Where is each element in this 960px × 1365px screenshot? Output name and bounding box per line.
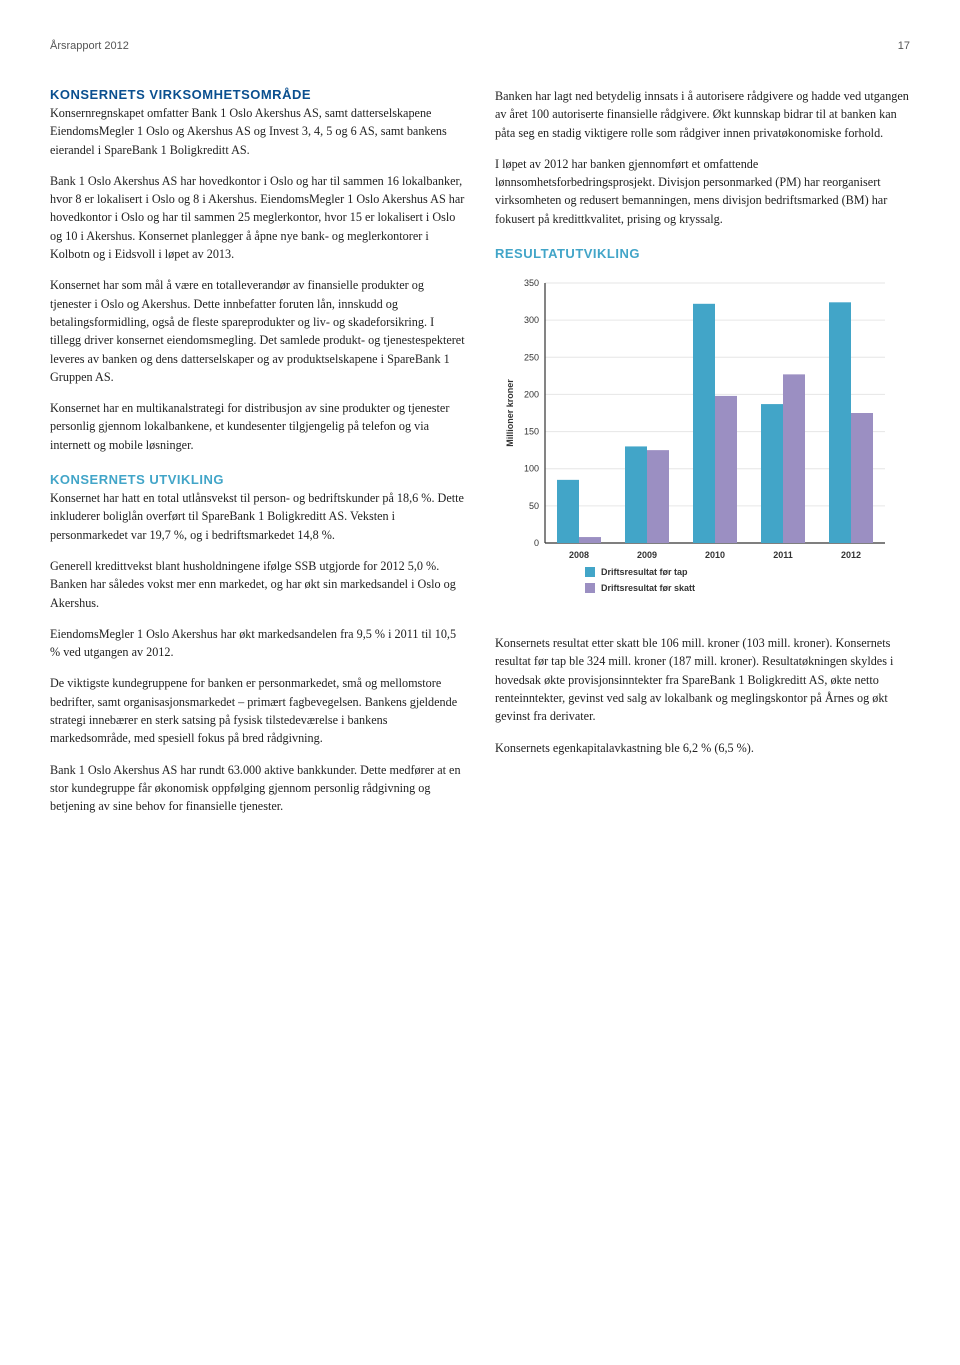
left-column: KONSERNETS VIRKSOMHETSOMRÅDE Konsernregn…: [50, 87, 465, 829]
svg-text:2012: 2012: [841, 550, 861, 560]
paragraph: Generell kredittvekst blant husholdninge…: [50, 557, 465, 612]
header-left: Årsrapport 2012: [50, 40, 129, 52]
paragraph: Banken har lagt ned betydelig innsats i …: [495, 87, 910, 142]
svg-text:Millioner kroner: Millioner kroner: [505, 379, 515, 447]
section-title-resultatutvikling: RESULTATUTVIKLING: [495, 246, 910, 261]
paragraph: Bank 1 Oslo Akershus AS har hovedkontor …: [50, 172, 465, 263]
bar-chart-svg: 0 50 100 150 200 250 300 350 Millioner kroner 200…: [495, 273, 895, 618]
svg-text:350: 350: [524, 278, 539, 288]
svg-text:200: 200: [524, 390, 539, 400]
svg-text:2008: 2008: [569, 550, 589, 560]
content-columns: KONSERNETS VIRKSOMHETSOMRÅDE Konsernregn…: [50, 87, 910, 829]
svg-text:300: 300: [524, 315, 539, 325]
svg-text:50: 50: [529, 501, 539, 511]
paragraph: EiendomsMegler 1 Oslo Akershus har økt m…: [50, 625, 465, 662]
header-page-number: 17: [898, 40, 910, 52]
section-title-virksomhetsomrade: KONSERNETS VIRKSOMHETSOMRÅDE: [50, 87, 465, 102]
svg-text:2010: 2010: [705, 550, 725, 560]
svg-text:Driftsresultat før tap: Driftsresultat før tap: [601, 567, 688, 577]
paragraph: Konsernet har som mål å være en totallev…: [50, 276, 465, 386]
page-header: Årsrapport 2012 17: [50, 40, 910, 52]
svg-text:250: 250: [524, 352, 539, 362]
svg-text:Driftsresultat før skatt: Driftsresultat før skatt: [601, 583, 695, 593]
svg-text:2011: 2011: [773, 550, 793, 560]
paragraph: Konsernets resultat etter skatt ble 106 …: [495, 634, 910, 725]
paragraph: Konsernets egenkapitalavkastning ble 6,2…: [495, 739, 910, 757]
svg-text:0: 0: [534, 538, 539, 548]
paragraph: De viktigste kundegruppene for banken er…: [50, 674, 465, 747]
section-title-utvikling: KONSERNETS UTVIKLING: [50, 472, 465, 487]
svg-text:150: 150: [524, 427, 539, 437]
resultatutvikling-chart: 0 50 100 150 200 250 300 350 Millioner kroner 200…: [495, 273, 910, 618]
right-column: Banken har lagt ned betydelig innsats i …: [495, 87, 910, 829]
paragraph: Konsernet har en multikanalstrategi for …: [50, 399, 465, 454]
paragraph: I løpet av 2012 har banken gjennomført e…: [495, 155, 910, 228]
svg-text:2009: 2009: [637, 550, 657, 560]
paragraph: Konsernet har hatt en total utlånsvekst …: [50, 489, 465, 544]
paragraph: Konsernregnskapet omfatter Bank 1 Oslo A…: [50, 104, 465, 159]
svg-text:100: 100: [524, 464, 539, 474]
paragraph: Bank 1 Oslo Akershus AS har rundt 63.000…: [50, 761, 465, 816]
